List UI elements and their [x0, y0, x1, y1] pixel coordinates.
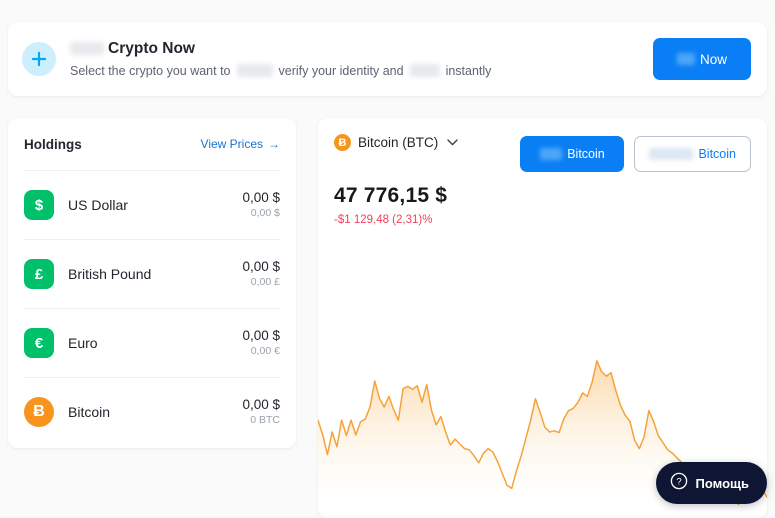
redacted-word-title — [70, 42, 104, 55]
coin-selector-dropdown[interactable]: Ƀ Bitcoin (BTC) — [334, 134, 458, 151]
promo-banner-title-text: Crypto Now — [108, 39, 195, 57]
holdings-row-name: British Pound — [68, 266, 152, 282]
view-prices-link[interactable]: View Prices → — [201, 137, 280, 151]
help-widget[interactable]: ? Помощь — [655, 462, 767, 504]
dollar-icon: $ — [24, 190, 54, 220]
holdings-row-primary-amount: 0,00 $ — [242, 397, 280, 412]
holdings-row-name: Bitcoin — [68, 404, 111, 420]
price-change: -$1 129,48 (2,31)% — [334, 214, 433, 226]
holdings-row-name: Euro — [68, 335, 98, 351]
redacted-word-subtitle-2 — [409, 64, 440, 77]
promo-subtitle-part2: verify your identity and — [278, 63, 404, 78]
holdings-row-secondary-amount: 0,00 $ — [250, 207, 280, 219]
buy-now-button[interactable]: Now — [653, 38, 751, 80]
chart-action-buttons: Bitcoin Bitcoin — [520, 134, 751, 172]
holdings-title: Holdings — [24, 136, 82, 152]
holdings-card: Holdings View Prices → $ US Dollar 0,00 … — [8, 118, 296, 448]
holdings-row-british-pound[interactable]: £ British Pound 0,00 $ 0,00 £ — [24, 239, 280, 308]
view-prices-label: View Prices — [200, 137, 263, 151]
help-widget-label: Помощь — [695, 475, 749, 491]
promo-banner: Crypto Now Select the crypto you want to… — [8, 22, 767, 96]
sell-bitcoin-button-label: Bitcoin — [698, 147, 736, 161]
pound-icon: £ — [24, 259, 54, 289]
buy-bitcoin-button-label: Bitcoin — [567, 147, 605, 161]
arrow-right-icon: → — [268, 137, 280, 151]
holdings-row-bitcoin[interactable]: Ƀ Bitcoin 0,00 $ 0 BTC — [24, 377, 280, 446]
redacted-word-buy — [540, 148, 563, 160]
buy-now-button-label: Now — [699, 51, 727, 67]
redacted-word-cta — [676, 53, 695, 65]
bitcoin-icon: Ƀ — [24, 397, 54, 427]
holdings-row-values: 0,00 $ 0,00 € — [242, 327, 280, 359]
redacted-word-subtitle-1 — [236, 64, 273, 77]
buy-bitcoin-button[interactable]: Bitcoin — [520, 136, 625, 172]
chevron-down-icon — [447, 137, 458, 149]
plus-icon[interactable] — [22, 42, 56, 76]
promo-subtitle-part1: Select the crypto you want to — [70, 63, 231, 78]
promo-banner-text: Crypto Now Select the crypto you want to… — [70, 39, 653, 80]
holdings-row-name: US Dollar — [68, 197, 128, 213]
holdings-row-secondary-amount: 0,00 £ — [250, 276, 280, 288]
price-chart-card: Ƀ Bitcoin (BTC) Bitcoin Bitcoin 47 776,1… — [318, 118, 767, 518]
holdings-row-secondary-amount: 0 BTC — [250, 414, 280, 426]
promo-subtitle-part3: instantly — [445, 63, 492, 78]
holdings-row-values: 0,00 $ 0 BTC — [242, 396, 280, 428]
svg-text:?: ? — [676, 476, 681, 487]
promo-banner-title: Crypto Now — [70, 39, 653, 59]
bitcoin-icon: Ƀ — [334, 134, 351, 151]
holdings-row-primary-amount: 0,00 $ — [242, 190, 280, 205]
holdings-header: Holdings View Prices → — [24, 118, 280, 170]
holdings-row-us-dollar[interactable]: $ US Dollar 0,00 $ 0,00 $ — [24, 170, 280, 239]
holdings-row-values: 0,00 $ 0,00 $ — [242, 189, 280, 221]
question-mark-icon: ? — [670, 472, 688, 495]
holdings-row-secondary-amount: 0,00 € — [250, 345, 280, 357]
coin-selector-label: Bitcoin (BTC) — [358, 135, 439, 150]
sell-bitcoin-button[interactable]: Bitcoin — [634, 136, 751, 172]
promo-banner-subtitle: Select the crypto you want to verify you… — [70, 62, 653, 80]
euro-icon: € — [24, 328, 54, 358]
holdings-row-euro[interactable]: € Euro 0,00 $ 0,00 € — [24, 308, 280, 377]
holdings-row-primary-amount: 0,00 $ — [242, 259, 280, 274]
holdings-row-primary-amount: 0,00 $ — [242, 328, 280, 343]
holdings-row-values: 0,00 $ 0,00 £ — [242, 258, 280, 290]
redacted-word-sell — [649, 148, 694, 160]
chart-header: Ƀ Bitcoin (BTC) Bitcoin Bitcoin — [318, 118, 767, 172]
current-price: 47 776,15 $ — [334, 184, 448, 207]
